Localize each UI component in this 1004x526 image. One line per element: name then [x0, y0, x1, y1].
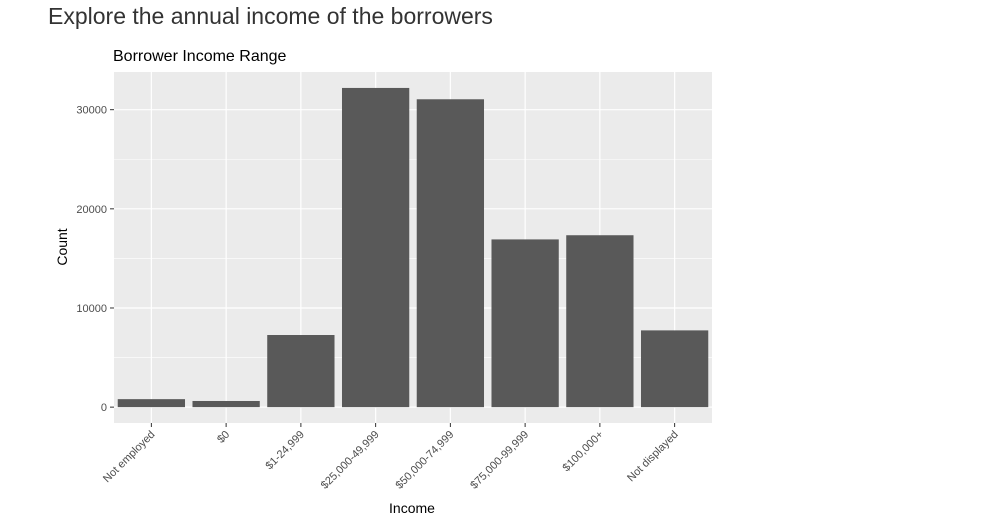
- page-heading: Explore the annual income of the borrowe…: [48, 3, 493, 29]
- y-tick-label: 20000: [76, 204, 107, 216]
- x-axis: Not employed $0 $1-24,999 $25,000-49,999 $50…: [101, 423, 681, 492]
- bar: [341, 87, 410, 408]
- y-axis-label: Count: [54, 228, 70, 265]
- bar: [416, 99, 485, 408]
- bar: [267, 335, 335, 408]
- y-tick-label: 30000: [76, 105, 107, 117]
- y-tick-label: 0: [101, 402, 107, 414]
- x-axis-label: Income: [389, 500, 435, 516]
- x-tick-label: Not employed: [101, 429, 157, 485]
- y-axis: 0 10000 20000 30000: [76, 105, 114, 414]
- x-tick-label: $100,000+: [561, 429, 606, 474]
- x-tick-label: $50,000-74,999: [394, 429, 457, 492]
- x-tick-label: $75,000-99,999: [468, 429, 531, 492]
- bar: [117, 399, 186, 408]
- x-tick-label: $25,000-49,999: [319, 429, 382, 492]
- bar: [640, 330, 709, 408]
- x-tick-label: $1-24,999: [263, 429, 307, 473]
- chart-title: Borrower Income Range: [113, 48, 287, 65]
- bars-group: [117, 87, 709, 408]
- bar: [491, 239, 559, 408]
- y-tick-label: 10000: [76, 303, 107, 315]
- x-tick-label: Not displayed: [625, 429, 681, 485]
- bar: [192, 400, 260, 408]
- bar: [566, 235, 634, 408]
- x-tick-label: $0: [215, 429, 232, 446]
